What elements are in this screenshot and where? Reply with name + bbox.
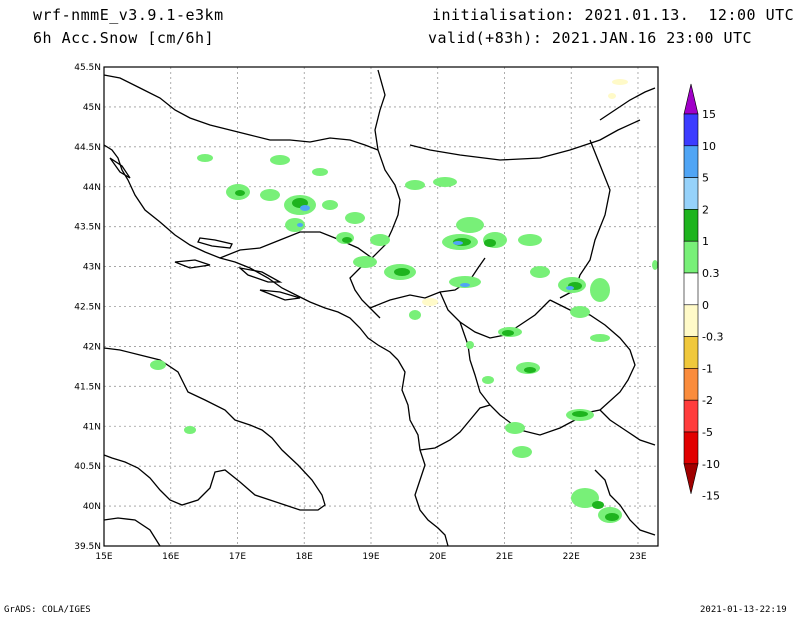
valid-time-label: valid(+83h): 2021.JAN.16 23:00 UTC bbox=[428, 29, 753, 47]
border-bg-ro bbox=[599, 87, 656, 121]
lat-tick-label: 45.5N bbox=[74, 63, 101, 73]
lat-tick-label: 42.5N bbox=[74, 303, 101, 313]
render-timestamp: 2021-01-13-22:19 bbox=[700, 605, 787, 615]
island bbox=[109, 157, 131, 179]
border-serbia-east bbox=[409, 119, 641, 161]
legend-label: -5 bbox=[702, 426, 713, 439]
legend-swatch bbox=[683, 304, 699, 337]
croatia-coastline bbox=[103, 144, 399, 361]
legend-swatch bbox=[683, 177, 699, 210]
legend-label: -1 bbox=[702, 362, 713, 375]
legend-label: -15 bbox=[702, 490, 720, 503]
lon-tick-label: 23E bbox=[629, 552, 646, 562]
border-bg-serbia bbox=[559, 139, 611, 299]
legend-label: 5 bbox=[702, 172, 709, 185]
grads-credit: GrADS: COLA/IGES bbox=[4, 605, 91, 615]
lon-tick-label: 22E bbox=[563, 552, 580, 562]
legend-swatch bbox=[683, 431, 699, 465]
island bbox=[259, 289, 301, 301]
legend-swatch bbox=[683, 113, 699, 147]
lon-tick-label: 16E bbox=[162, 552, 179, 562]
lat-tick-label: 42N bbox=[83, 342, 101, 352]
field-label: 6h Acc.Snow [cm/6h] bbox=[33, 29, 215, 47]
map-frame bbox=[103, 66, 659, 547]
snow-field bbox=[150, 79, 658, 523]
model-label: wrf-nmmE_v3.9.1-e3km bbox=[33, 6, 224, 24]
border-serbia-west bbox=[349, 69, 401, 319]
legend-arrow-bottom bbox=[683, 463, 699, 494]
longitude-ticks: 15E 16E 17E 18E 19E 20E 21E 22E 23E bbox=[95, 552, 646, 562]
border-mk-bg bbox=[549, 299, 636, 411]
legend-label: 15 bbox=[702, 108, 716, 121]
initialisation-label: initialisation: 2021.01.13. 12:00 UTC bbox=[432, 6, 795, 24]
legend-label: 1 bbox=[702, 235, 709, 248]
legend-label: -0.3 bbox=[702, 331, 723, 344]
lat-tick-label: 43.5N bbox=[74, 223, 101, 233]
italy-coastline bbox=[103, 347, 326, 511]
legend-swatch bbox=[683, 272, 699, 306]
island bbox=[237, 266, 283, 283]
legend-swatch bbox=[683, 336, 699, 369]
coastlines-and-borders bbox=[103, 69, 656, 547]
lon-tick-label: 17E bbox=[229, 552, 246, 562]
lat-tick-label: 40N bbox=[83, 502, 101, 512]
island bbox=[197, 237, 233, 249]
lat-tick-label: 44N bbox=[83, 183, 101, 193]
lat-tick-label: 39.5N bbox=[74, 542, 101, 552]
lat-tick-label: 41.5N bbox=[74, 382, 101, 392]
island bbox=[174, 259, 211, 269]
legend-swatch bbox=[683, 399, 699, 433]
legend-swatch bbox=[683, 145, 699, 178]
lat-tick-label: 44.5N bbox=[74, 143, 101, 153]
lon-tick-label: 15E bbox=[95, 552, 112, 562]
italy-south-coast bbox=[103, 517, 161, 547]
aegean-coast bbox=[519, 409, 656, 446]
albania-coastline bbox=[397, 359, 449, 547]
legend-swatch bbox=[683, 368, 699, 401]
legend-swatch bbox=[683, 209, 699, 242]
color-legend: 15 10 5 2 1 0.3 0 -0.3 -1 -2 -5 -10 -15 bbox=[683, 83, 723, 503]
legend-label: 10 bbox=[702, 140, 716, 153]
latitude-ticks: 39.5N 40N 40.5N 41N 41.5N 42N 42.5N 43N 43.5N 44N… bbox=[74, 63, 101, 552]
legend-label: 0.3 bbox=[702, 267, 720, 280]
lat-tick-label: 43N bbox=[83, 263, 101, 273]
lat-tick-label: 45N bbox=[83, 103, 101, 113]
border-albania-greece bbox=[419, 404, 491, 451]
legend-label: 2 bbox=[702, 203, 709, 216]
legend-label: -10 bbox=[702, 458, 720, 471]
lat-tick-label: 40.5N bbox=[74, 462, 101, 472]
graticule bbox=[103, 66, 658, 547]
lon-tick-label: 19E bbox=[362, 552, 379, 562]
lon-tick-label: 20E bbox=[429, 552, 446, 562]
border-kosovo bbox=[439, 291, 551, 339]
lon-tick-label: 21E bbox=[496, 552, 513, 562]
legend-arrow-top bbox=[683, 83, 699, 115]
lat-tick-label: 41N bbox=[83, 422, 101, 432]
legend-label: 0 bbox=[702, 299, 709, 312]
border-bih-north bbox=[103, 74, 379, 151]
legend-label: -2 bbox=[702, 394, 713, 407]
chalkidiki bbox=[594, 469, 656, 536]
legend-swatch bbox=[683, 240, 699, 274]
lon-tick-label: 18E bbox=[296, 552, 313, 562]
border-bih-south bbox=[219, 231, 373, 259]
